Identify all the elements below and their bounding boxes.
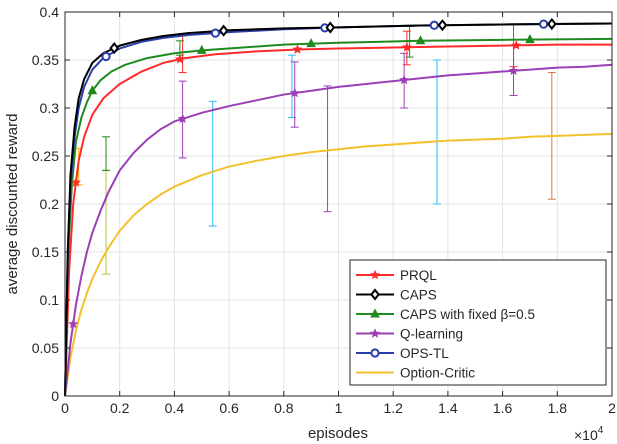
- x-tick-label: 1.2: [383, 400, 403, 416]
- marker-ops-tl: [101, 51, 111, 62]
- x-tick-label: 0: [61, 400, 69, 416]
- marker-caps: [325, 21, 336, 34]
- marker-prql: [174, 53, 185, 64]
- series-markers: [68, 17, 557, 329]
- marker-caps: [109, 42, 120, 55]
- series-line-option-critic: [64, 132, 613, 397]
- legend-item-ops-tl: OPS-TL: [356, 346, 449, 361]
- marker-prql: [401, 41, 412, 52]
- legend-label: OPS-TL: [400, 346, 449, 361]
- x-multiplier-base: ×10: [574, 427, 598, 443]
- legend-marker: [370, 348, 380, 358]
- marker-q-learning: [289, 87, 300, 98]
- x-multiplier-exponent: 4: [598, 425, 604, 436]
- legend-label: CAPS: [400, 288, 437, 303]
- marker-ops-tl: [210, 28, 221, 38]
- errorbar: [208, 100, 217, 227]
- y-tick-label: 0.3: [40, 100, 60, 116]
- x-multiplier: ×104: [574, 425, 604, 443]
- legend: PRQL CAPS CAPS with fixed β=0.5 Q-learning O…: [349, 259, 607, 386]
- errorbar: [432, 59, 441, 205]
- legend-marker: [370, 308, 380, 318]
- legend-label: Q-learning: [400, 327, 463, 342]
- legend-item-caps: CAPS: [356, 288, 437, 303]
- legend-item-prql: PRQL: [356, 268, 437, 283]
- legend-box: [349, 259, 607, 386]
- x-tick-label: 1.6: [493, 400, 513, 416]
- marker-caps: [437, 19, 448, 32]
- marker-prql: [70, 177, 81, 187]
- legend-item-option-critic: Option-Critic: [356, 366, 475, 381]
- marker-caps: [218, 24, 229, 37]
- y-tick-label: 0.1: [40, 292, 60, 308]
- legend-item-q-learning: Q-learning: [356, 327, 463, 342]
- marker-q-learning: [399, 74, 410, 85]
- series-line-caps: [64, 22, 613, 397]
- legend-item-caps-with-fixed-0-5: CAPS with fixed β=0.5: [356, 307, 535, 322]
- marker-ops-tl: [429, 20, 439, 30]
- y-tick-label: 0.2: [40, 196, 60, 212]
- legend-label: Option-Critic: [400, 366, 475, 381]
- y-axis-label: average discounted reward: [4, 114, 21, 295]
- series-lines: [64, 22, 613, 397]
- marker-q-learning: [508, 65, 519, 76]
- marker-prql: [292, 44, 303, 54]
- marker-caps-with-fixed-0-5: [525, 34, 535, 44]
- x-axis-label: episodes: [308, 425, 368, 442]
- marker-q-learning: [177, 113, 188, 124]
- x-tick-label: 0.8: [274, 400, 294, 416]
- x-tick-label: 0.2: [110, 400, 130, 416]
- series-line-prql: [64, 43, 612, 397]
- marker-ops-tl: [539, 19, 549, 29]
- y-tick-label: 0.4: [40, 4, 60, 20]
- marker-caps-with-fixed-0-5: [415, 35, 426, 45]
- x-tick-label: 1: [335, 400, 343, 416]
- marker-prql: [511, 40, 522, 50]
- y-tick-label: 0.25: [32, 148, 59, 164]
- y-tick-label: 0.15: [32, 244, 59, 260]
- legend-marker: [370, 288, 380, 301]
- marker-caps: [546, 17, 557, 31]
- errorbar-caps-with-fixed-0-5: [102, 136, 111, 171]
- marker-caps-with-fixed-0-5: [306, 38, 316, 48]
- errorbar-q-learning: [323, 85, 332, 213]
- x-tick-label: 2: [608, 400, 616, 416]
- y-tick-label: 0.05: [32, 340, 59, 356]
- legend-label: PRQL: [400, 268, 437, 283]
- marker-caps-with-fixed-0-5: [196, 44, 207, 54]
- ticks: 0 0.2 0.4 0.6 0.8 1 1.2 1.4 1.6 1.8 2 0 0.05 0.1 0.15 0…: [32, 4, 616, 416]
- x-tick-label: 1.8: [548, 400, 568, 416]
- legend-marker: [369, 269, 381, 280]
- legend-label: CAPS with fixed β=0.5: [400, 307, 535, 322]
- marker-q-learning: [68, 318, 79, 329]
- x-tick-label: 1.4: [438, 400, 458, 416]
- y-tick-label: 0: [51, 388, 59, 404]
- x-tick-label: 0.4: [165, 400, 185, 416]
- series-line-caps-with-fixed-0-5: [64, 37, 613, 397]
- y-tick-label: 0.35: [32, 52, 59, 68]
- x-tick-label: 0.6: [219, 400, 239, 416]
- legend-marker: [369, 328, 381, 338]
- marker-caps-with-fixed-0-5: [87, 85, 98, 95]
- series-line-q-learning: [64, 63, 613, 397]
